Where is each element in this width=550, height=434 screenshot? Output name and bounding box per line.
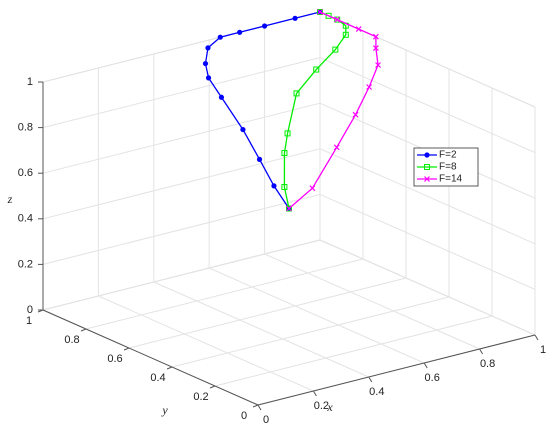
grid-line [319,148,536,245]
z-tick-label: 0 [27,304,33,316]
x-tick-label: 0.8 [480,358,495,370]
grid-line [98,295,314,392]
marker [271,183,277,189]
y-tick [166,366,173,370]
x-tick-label: 0.2 [314,400,329,412]
series-line [288,11,379,209]
x-tick-label: 0 [263,414,269,426]
y-tick-label: 1 [26,315,32,327]
marker [317,9,323,15]
marker [284,130,291,137]
marker [281,184,288,191]
x-axis [257,334,536,406]
marker [372,45,379,52]
marker [342,31,349,38]
marker [218,94,225,100]
marker [424,164,430,170]
grid-line [42,57,321,129]
z-axis-label: z [7,192,13,206]
y-tick-label: 0.4 [150,372,165,384]
marker [205,75,212,81]
y-axis-label: y [161,403,168,417]
x-tick [368,376,373,383]
x-axis-label: x [326,400,333,414]
marker [317,9,323,15]
marker [237,29,243,35]
y-tick-label: 0.8 [64,334,79,346]
marker [286,205,292,212]
marker [240,126,246,133]
marker [333,144,340,151]
x-tick-label: 1 [540,344,546,356]
legend-label: F=8 [439,162,457,173]
marker [352,111,359,118]
grid-line [42,148,321,220]
y-tick-label: 0.6 [107,353,122,365]
y-tick [209,385,216,389]
marker [256,156,263,162]
y-tick [252,404,259,408]
marker [375,62,381,68]
y-tick [80,328,87,332]
y-axis [42,309,259,406]
legend-label: F=14 [439,174,463,185]
marker [292,15,298,21]
marker [334,16,341,23]
series-line [204,11,321,209]
z-tick-label: 0.2 [18,258,33,270]
grid-line [42,102,321,174]
x-tick-label: 0.6 [425,372,440,384]
grid-line [42,239,321,311]
grid-line [214,315,493,387]
z-tick-label: 0.4 [18,213,33,225]
marker [313,66,320,73]
marker [372,33,379,40]
grid-line [319,193,536,290]
x-tick-label: 0.4 [369,386,384,398]
x-tick [312,390,317,397]
grid-line [319,239,536,336]
y-tick-label: 0 [241,410,247,422]
marker [334,16,341,23]
x-tick [423,362,428,369]
marker [309,185,316,192]
x-tick [534,334,539,341]
marker [325,12,332,19]
grid-line [319,57,536,154]
marker [424,152,430,158]
marker [262,23,268,29]
grid-line [208,267,425,364]
marker [293,90,300,97]
grid-line [153,281,370,378]
marker [217,34,223,40]
marker [355,26,362,33]
grid-line [128,277,407,349]
grid-line [264,253,480,350]
marker [202,60,209,67]
z-tick-label: 0.6 [18,167,33,179]
x-tick [257,404,262,411]
y-tick [123,347,130,351]
y-tick-label: 0.2 [193,391,208,403]
marker [205,45,211,51]
legend-label: F=2 [439,150,457,161]
marker [424,176,430,182]
z-tick-label: 1 [27,76,33,88]
x-tick [479,348,484,355]
grid-line [171,296,450,368]
marker [332,46,339,53]
grid-line [85,258,364,330]
marker [281,150,288,157]
marker [366,84,373,90]
marker [286,205,292,212]
z-tick-label: 0.8 [18,122,33,134]
grid-line [42,193,321,265]
